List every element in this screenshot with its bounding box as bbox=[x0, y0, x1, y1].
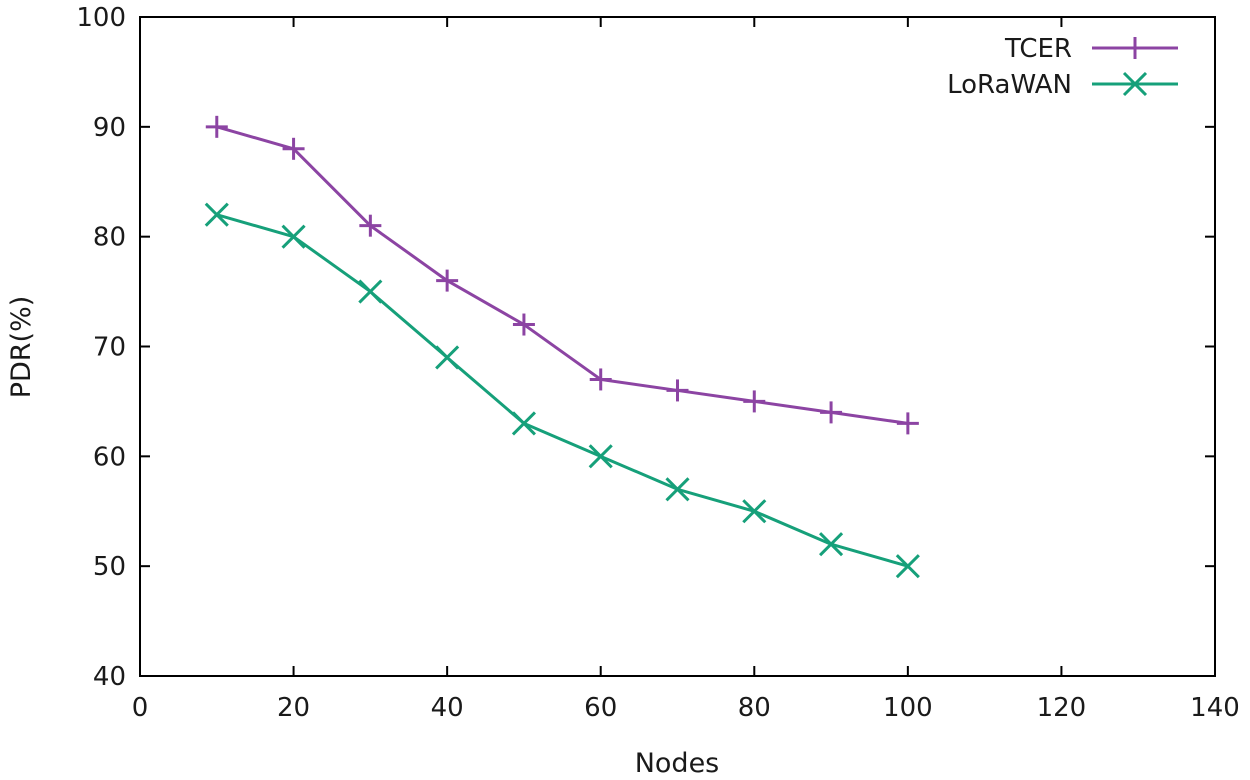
data-point-lorawan bbox=[819, 532, 844, 557]
series-line-tcer bbox=[216, 125, 909, 425]
y-tick-label: 80 bbox=[93, 223, 126, 253]
data-point-lorawan bbox=[588, 444, 613, 469]
data-point-lorawan bbox=[511, 411, 536, 436]
legend-label-tcer: TCER bbox=[1004, 34, 1072, 64]
data-point-lorawan bbox=[358, 279, 383, 304]
x-tick-label: 140 bbox=[1190, 693, 1240, 723]
data-point-lorawan bbox=[895, 554, 920, 579]
data-point-tcer bbox=[743, 390, 766, 413]
x-tick-label: 100 bbox=[883, 693, 933, 723]
x-tick-label: 40 bbox=[431, 693, 464, 723]
axes: 0 20 40 60 80 100 120 140 40 50 60 70 80 90 100 bbox=[76, 3, 1239, 723]
series-line-lorawan bbox=[216, 213, 909, 568]
data-point-tcer bbox=[512, 313, 535, 336]
data-point-lorawan bbox=[435, 345, 460, 370]
data-point-lorawan bbox=[742, 499, 767, 524]
y-tick-label: 50 bbox=[93, 552, 126, 582]
legend-label-lorawan: LoRaWAN bbox=[947, 70, 1072, 100]
y-axis-title: PDR(%) bbox=[6, 296, 37, 399]
data-point-tcer bbox=[589, 368, 612, 391]
x-axis-title: Nodes bbox=[635, 748, 720, 779]
series-layer bbox=[204, 115, 920, 579]
data-point-tcer bbox=[205, 115, 228, 138]
data-point-lorawan bbox=[204, 202, 229, 227]
data-point-lorawan bbox=[665, 477, 690, 502]
data-point-tcer bbox=[896, 412, 919, 435]
legend-marker-lorawan bbox=[1122, 71, 1148, 97]
plot-frame bbox=[139, 16, 1216, 677]
y-tick-label: 60 bbox=[93, 442, 126, 472]
x-tick-label: 20 bbox=[277, 693, 310, 723]
x-tick-label: 80 bbox=[738, 693, 771, 723]
x-tick-label: 120 bbox=[1037, 693, 1087, 723]
x-tick-label: 60 bbox=[584, 693, 617, 723]
legend: TCER LoRaWAN bbox=[947, 34, 1178, 100]
data-point-tcer bbox=[359, 214, 382, 237]
legend-marker-tcer bbox=[1124, 37, 1146, 59]
data-point-tcer bbox=[436, 269, 459, 292]
data-point-tcer bbox=[282, 137, 305, 160]
x-tick-label: 0 bbox=[132, 693, 149, 723]
data-point-tcer bbox=[820, 401, 843, 424]
y-tick-label: 90 bbox=[93, 113, 126, 143]
y-tick-label: 70 bbox=[93, 333, 126, 363]
data-point-lorawan bbox=[281, 224, 306, 249]
data-point-tcer bbox=[666, 379, 689, 402]
y-tick-label: 100 bbox=[76, 3, 126, 33]
y-tick-label: 40 bbox=[93, 662, 126, 692]
